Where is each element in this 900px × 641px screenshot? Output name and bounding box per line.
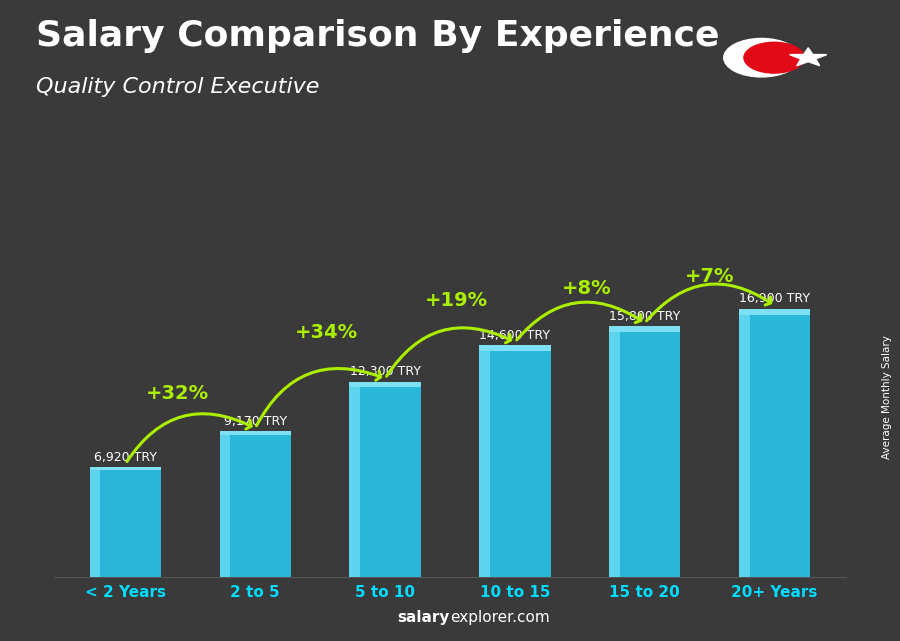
Bar <box>220 431 291 577</box>
Bar <box>349 381 421 387</box>
Bar <box>739 309 810 577</box>
Text: explorer.com: explorer.com <box>450 610 550 625</box>
Text: 16,900 TRY: 16,900 TRY <box>739 292 810 305</box>
Text: +8%: +8% <box>562 279 611 297</box>
Bar <box>90 467 161 577</box>
Circle shape <box>744 42 805 73</box>
Text: 6,920 TRY: 6,920 TRY <box>94 451 157 463</box>
Circle shape <box>724 38 799 77</box>
Bar <box>479 345 551 351</box>
Bar <box>739 309 750 577</box>
Bar <box>479 345 551 577</box>
Text: salary: salary <box>398 610 450 625</box>
Text: 15,800 TRY: 15,800 TRY <box>609 310 680 323</box>
Bar <box>479 345 490 577</box>
Text: Salary Comparison By Experience: Salary Comparison By Experience <box>36 19 719 53</box>
Text: Quality Control Executive: Quality Control Executive <box>36 77 320 97</box>
Text: 9,170 TRY: 9,170 TRY <box>224 415 287 428</box>
Bar <box>609 326 620 577</box>
Text: 14,600 TRY: 14,600 TRY <box>480 329 551 342</box>
Bar <box>609 326 680 577</box>
Bar <box>739 309 810 315</box>
Text: +7%: +7% <box>685 267 734 287</box>
Bar <box>349 381 360 577</box>
Bar <box>220 431 230 577</box>
Bar <box>609 326 680 333</box>
Text: Average Monthly Salary: Average Monthly Salary <box>881 335 892 460</box>
Text: +32%: +32% <box>146 384 209 403</box>
Bar <box>349 381 421 577</box>
Text: 12,300 TRY: 12,300 TRY <box>349 365 420 378</box>
Bar <box>90 467 101 577</box>
Polygon shape <box>789 48 827 66</box>
Bar <box>220 431 291 435</box>
Text: +34%: +34% <box>295 323 358 342</box>
Bar <box>90 467 161 470</box>
Text: +19%: +19% <box>425 291 488 310</box>
